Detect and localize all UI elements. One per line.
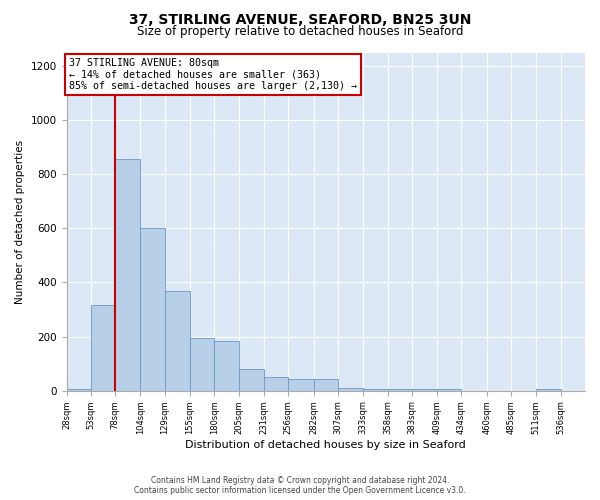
Bar [91, 306, 115, 390]
Bar [165, 290, 190, 390]
Bar [115, 160, 140, 390]
Text: Size of property relative to detached houses in Seaford: Size of property relative to detached ho… [137, 25, 463, 38]
Bar [338, 388, 363, 390]
Bar [314, 378, 338, 390]
Bar [239, 369, 264, 390]
Bar [190, 338, 214, 390]
Text: 37 STIRLING AVENUE: 80sqm
← 14% of detached houses are smaller (363)
85% of semi: 37 STIRLING AVENUE: 80sqm ← 14% of detac… [69, 58, 357, 91]
Text: 37, STIRLING AVENUE, SEAFORD, BN25 3UN: 37, STIRLING AVENUE, SEAFORD, BN25 3UN [129, 12, 471, 26]
Bar [140, 228, 165, 390]
X-axis label: Distribution of detached houses by size in Seaford: Distribution of detached houses by size … [185, 440, 466, 450]
Bar [264, 377, 289, 390]
Bar [289, 378, 314, 390]
Y-axis label: Number of detached properties: Number of detached properties [15, 140, 25, 304]
Bar [214, 340, 239, 390]
Text: Contains HM Land Registry data © Crown copyright and database right 2024.
Contai: Contains HM Land Registry data © Crown c… [134, 476, 466, 495]
